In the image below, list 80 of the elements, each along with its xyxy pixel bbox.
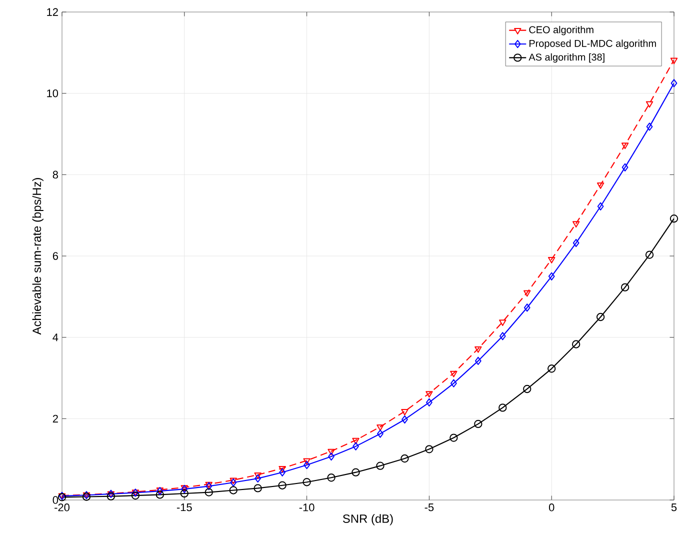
point <box>426 398 432 406</box>
point <box>548 272 555 280</box>
x-axis-title: SNR (dB) <box>342 514 393 526</box>
point <box>402 415 408 424</box>
point <box>670 214 678 223</box>
point <box>670 79 678 88</box>
y-tick-label: 10 <box>47 89 58 98</box>
point <box>645 250 654 259</box>
x-tick-label: 0 <box>548 504 554 512</box>
point <box>327 474 336 482</box>
point <box>304 460 310 470</box>
x-tick-label: -15 <box>176 504 192 512</box>
point <box>548 256 556 264</box>
point <box>450 370 458 378</box>
point <box>548 364 556 373</box>
point <box>425 445 434 454</box>
y-axis-title: Achievable sum-rate (bps/Hz) <box>32 178 44 335</box>
point <box>498 404 507 412</box>
point <box>352 442 359 450</box>
point <box>278 481 286 490</box>
point <box>622 163 628 172</box>
point <box>376 424 384 431</box>
legend-label: CEO algorithm <box>529 26 594 36</box>
point <box>670 58 678 64</box>
point <box>596 312 605 322</box>
point <box>646 101 654 108</box>
point <box>646 122 653 131</box>
point <box>328 452 334 461</box>
point <box>524 290 531 297</box>
point <box>596 182 604 189</box>
point <box>279 468 286 476</box>
point <box>450 434 458 442</box>
y-tick-label: 2 <box>52 414 58 422</box>
y-tick-label: 4 <box>52 334 58 342</box>
point <box>474 346 482 353</box>
point <box>352 438 360 444</box>
point <box>278 466 286 472</box>
point <box>131 491 140 500</box>
y-tick-label: 12 <box>47 8 58 16</box>
x-tick-label: -5 <box>424 504 434 512</box>
legend-label: AS algorithm [38] <box>528 53 604 63</box>
y-tick-label: 6 <box>52 252 58 260</box>
point <box>620 283 630 292</box>
point <box>229 486 238 494</box>
y-tick-label: 8 <box>52 170 58 179</box>
point <box>204 488 213 496</box>
point <box>230 478 237 484</box>
point <box>597 202 604 210</box>
point <box>376 462 384 470</box>
point <box>499 320 506 326</box>
point <box>377 430 384 438</box>
point <box>572 340 580 348</box>
point <box>328 448 335 456</box>
point <box>426 391 433 398</box>
point <box>254 474 262 483</box>
point <box>156 490 164 499</box>
point <box>401 409 408 416</box>
x-tick-label: 5 <box>671 504 677 512</box>
point <box>524 304 530 312</box>
point <box>450 379 457 388</box>
point <box>474 420 482 428</box>
point <box>254 484 262 492</box>
y-tick-label: 0 <box>52 496 58 504</box>
point <box>303 458 310 465</box>
point <box>572 238 580 248</box>
x-tick-label: -10 <box>299 504 314 512</box>
point <box>230 478 237 487</box>
point <box>352 468 360 476</box>
point <box>572 221 580 228</box>
point <box>180 489 188 498</box>
x-tick-label: -20 <box>54 504 70 512</box>
legend-label: Proposed DL-MDC algorithm <box>529 40 656 49</box>
point <box>621 142 629 150</box>
point <box>400 454 409 463</box>
point <box>499 332 506 340</box>
point <box>302 478 311 486</box>
point <box>254 472 262 479</box>
point <box>474 356 482 366</box>
point <box>106 492 116 500</box>
point <box>523 384 532 394</box>
